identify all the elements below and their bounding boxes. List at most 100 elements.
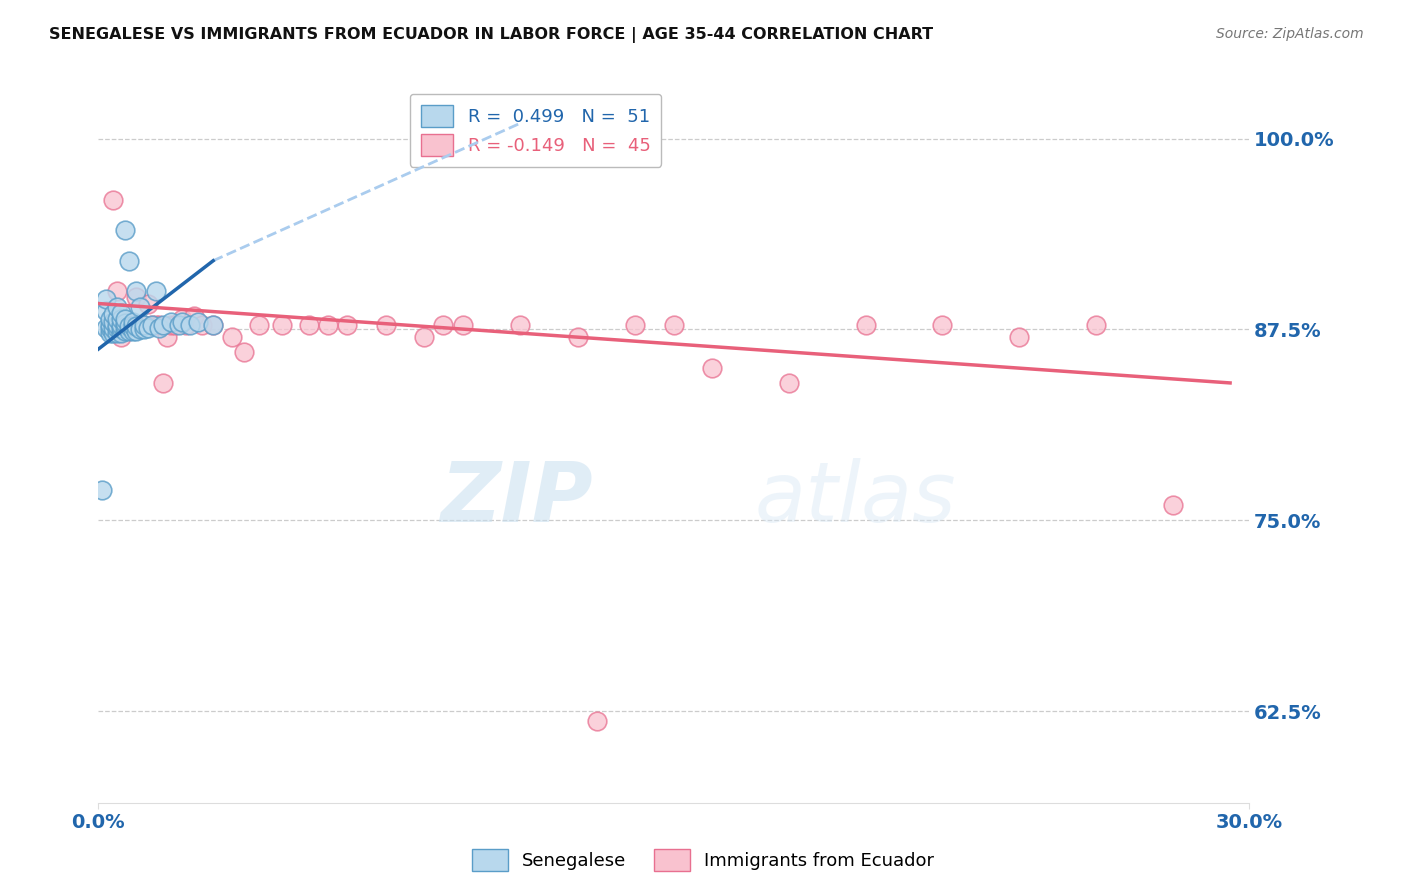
Point: [141, 318, 163, 332]
Point: [121, 319, 143, 334]
Point: [586, 714, 609, 728]
Point: [148, 318, 170, 332]
Point: [114, 223, 136, 237]
Point: [778, 376, 800, 390]
Point: [316, 318, 339, 332]
Point: [110, 326, 132, 340]
Point: [509, 318, 531, 332]
Point: [432, 318, 454, 332]
Point: [114, 318, 136, 332]
Point: [1084, 318, 1107, 332]
Point: [105, 321, 128, 335]
Point: [163, 318, 186, 332]
Point: [152, 318, 174, 332]
Point: [148, 321, 170, 335]
Point: [145, 285, 167, 299]
Point: [121, 318, 143, 332]
Point: [132, 318, 155, 332]
Point: [118, 321, 141, 335]
Point: [121, 324, 143, 338]
Point: [145, 318, 167, 332]
Point: [110, 321, 132, 335]
Point: [298, 318, 321, 332]
Point: [271, 318, 294, 332]
Point: [190, 318, 212, 332]
Point: [125, 319, 148, 334]
Text: atlas: atlas: [754, 458, 956, 539]
Point: [172, 311, 194, 326]
Point: [125, 324, 148, 338]
Point: [118, 319, 141, 334]
Legend: R =  0.499   N =  51, R = -0.149   N =  45: R = 0.499 N = 51, R = -0.149 N = 45: [409, 94, 661, 167]
Point: [129, 322, 152, 336]
Point: [103, 326, 125, 340]
Point: [167, 318, 190, 332]
Point: [160, 318, 183, 332]
Point: [172, 315, 194, 329]
Point: [179, 318, 201, 332]
Point: [624, 318, 647, 332]
Point: [451, 318, 474, 332]
Point: [114, 317, 136, 331]
Point: [336, 318, 359, 332]
Point: [202, 318, 225, 332]
Point: [152, 376, 174, 390]
Point: [98, 318, 121, 332]
Point: [567, 330, 589, 344]
Point: [232, 345, 254, 359]
Point: [132, 318, 155, 332]
Text: ZIP: ZIP: [440, 458, 593, 539]
Point: [160, 315, 183, 329]
Point: [136, 321, 159, 335]
Point: [94, 321, 117, 335]
Point: [1161, 498, 1184, 512]
Point: [114, 324, 136, 338]
Point: [94, 292, 117, 306]
Point: [118, 324, 141, 338]
Point: [662, 318, 685, 332]
Point: [94, 304, 117, 318]
Point: [132, 322, 155, 336]
Legend: Senegalese, Immigrants from Ecuador: Senegalese, Immigrants from Ecuador: [464, 842, 942, 879]
Point: [247, 318, 270, 332]
Point: [413, 330, 436, 344]
Point: [103, 307, 125, 321]
Point: [129, 300, 152, 314]
Point: [141, 318, 163, 332]
Point: [105, 318, 128, 332]
Point: [90, 483, 112, 497]
Point: [98, 311, 121, 326]
Point: [125, 285, 148, 299]
Point: [98, 326, 121, 340]
Point: [114, 311, 136, 326]
Point: [118, 253, 141, 268]
Point: [221, 330, 243, 344]
Point: [110, 330, 132, 344]
Text: Source: ZipAtlas.com: Source: ZipAtlas.com: [1216, 27, 1364, 41]
Point: [103, 321, 125, 335]
Point: [855, 318, 877, 332]
Point: [176, 318, 198, 332]
Point: [98, 321, 121, 335]
Point: [114, 319, 136, 334]
Point: [105, 300, 128, 314]
Point: [183, 309, 205, 323]
Point: [103, 315, 125, 329]
Point: [110, 311, 132, 326]
Point: [202, 318, 225, 332]
Point: [121, 315, 143, 329]
Point: [374, 318, 396, 332]
Point: [187, 315, 209, 329]
Point: [125, 290, 148, 304]
Point: [931, 318, 953, 332]
Point: [1008, 330, 1031, 344]
Point: [105, 311, 128, 326]
Point: [700, 360, 723, 375]
Point: [110, 318, 132, 332]
Text: SENEGALESE VS IMMIGRANTS FROM ECUADOR IN LABOR FORCE | AGE 35-44 CORRELATION CHA: SENEGALESE VS IMMIGRANTS FROM ECUADOR IN…: [49, 27, 934, 43]
Point: [129, 318, 152, 332]
Point: [103, 193, 125, 207]
Point: [110, 306, 132, 320]
Point: [136, 296, 159, 310]
Point: [156, 330, 179, 344]
